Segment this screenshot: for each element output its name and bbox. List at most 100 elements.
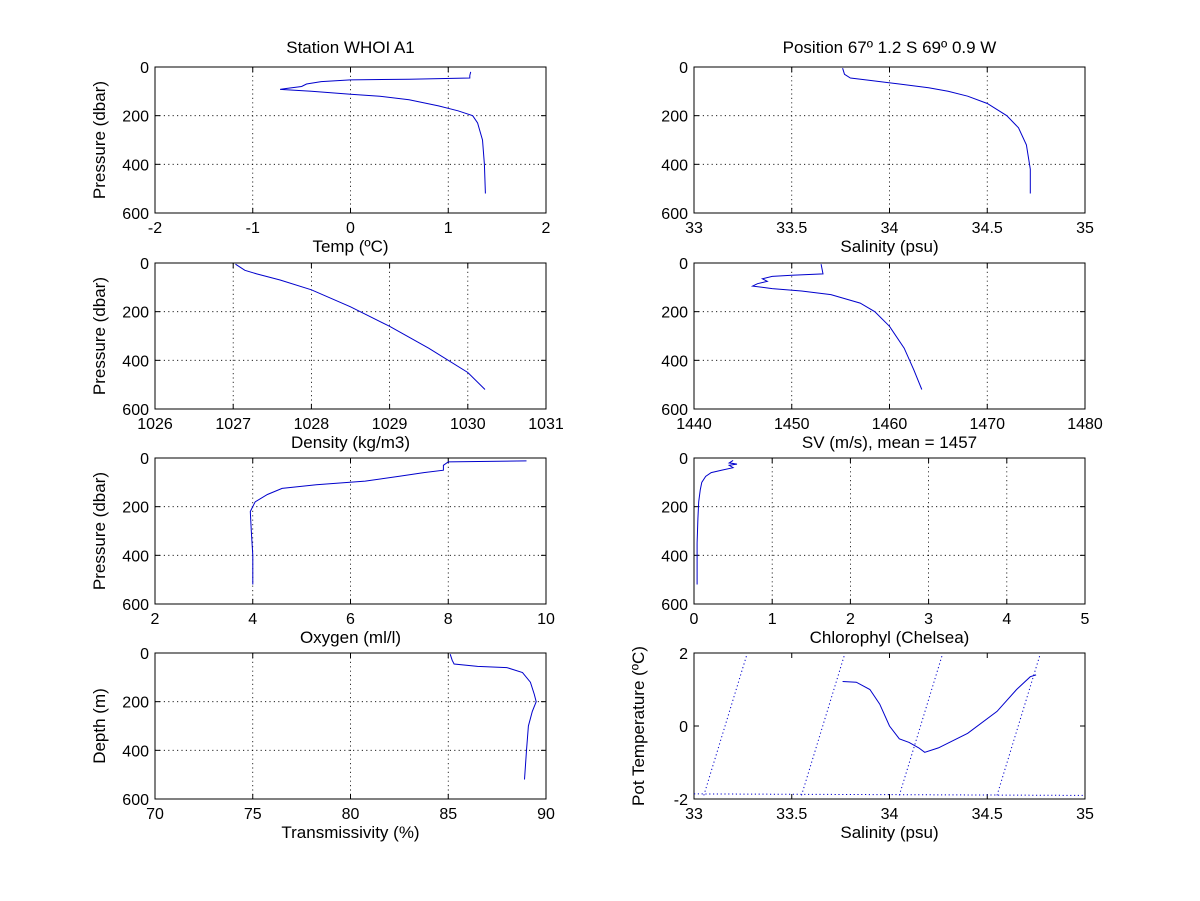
x-tick-label: 34.5	[972, 220, 1003, 237]
x-tick-label: 3	[924, 611, 933, 628]
x-tick-label: 1030	[450, 416, 486, 433]
y-tick-label: 0	[140, 646, 149, 663]
density-contour	[801, 654, 845, 796]
x-tick-label: 0	[346, 220, 355, 237]
y-tick-label: 0	[679, 256, 688, 273]
y-axis-label: Pressure (dbar)	[90, 472, 109, 590]
x-tick-label: 1027	[215, 416, 251, 433]
y-axis-label: Pressure (dbar)	[90, 277, 109, 395]
y-tick-label: 200	[661, 500, 688, 517]
y-tick-label: 600	[122, 792, 149, 809]
x-tick-label: 75	[244, 806, 262, 823]
x-axis-label: Temp (ºC)	[312, 237, 388, 256]
x-tick-label: -2	[148, 220, 162, 237]
y-axis-label: Pot Temperature (ºC)	[629, 646, 648, 806]
x-tick-label: 35	[1076, 220, 1094, 237]
x-tick-label: 10	[537, 611, 555, 628]
x-tick-label: 35	[1076, 806, 1094, 823]
profile-line	[449, 654, 537, 780]
profile-line	[696, 459, 738, 585]
panel-3: 1026 1027 1028 1029 1030 1031 0 200 400 600 Densit…	[90, 256, 564, 452]
x-axis-label: Density (kg/m3)	[291, 433, 410, 452]
panel-4: 1440 1450 1460 1470 1480 0 200 400 600 SV (m/s), …	[661, 256, 1103, 452]
panel-1: -2 -1 0 1 2 0 200 400 600 Station WHOI A1 Temp (ºC…	[90, 38, 551, 256]
x-tick-label: 1031	[528, 416, 564, 433]
density-contour	[898, 654, 943, 796]
x-tick-label: 34	[881, 220, 899, 237]
plot-frame	[693, 457, 1086, 605]
x-tick-label: 33.5	[776, 806, 807, 823]
y-tick-label: 600	[122, 597, 149, 614]
x-tick-label: 34.5	[972, 806, 1003, 823]
x-tick-label: 34	[881, 806, 899, 823]
y-tick-label: 600	[661, 402, 688, 419]
x-axis-label: Transmissivity (%)	[281, 823, 419, 842]
x-tick-label: 70	[146, 806, 164, 823]
y-tick-label: 0	[679, 60, 688, 77]
x-axis-label: Salinity (psu)	[840, 823, 938, 842]
x-tick-label: 33	[685, 806, 703, 823]
y-tick-label: 200	[122, 500, 149, 517]
x-tick-label: 4	[1002, 611, 1011, 628]
y-tick-label: 200	[122, 305, 149, 322]
y-tick-label: 400	[122, 157, 149, 174]
x-tick-label: 1028	[294, 416, 330, 433]
y-tick-label: 600	[122, 402, 149, 419]
x-tick-label: 2	[151, 611, 160, 628]
x-tick-label: 6	[346, 611, 355, 628]
chart-title: Station WHOI A1	[286, 38, 415, 57]
plot-frame	[154, 66, 547, 214]
x-axis-label: SV (m/s), mean = 1457	[802, 433, 977, 452]
x-tick-label: 1460	[872, 416, 908, 433]
x-tick-label: 1	[768, 611, 777, 628]
x-tick-label: -1	[246, 220, 260, 237]
panel-5: 2 4 6 8 10 0 200 400 600 Oxygen (ml/l) Pressure (d…	[90, 451, 555, 647]
y-tick-label: 600	[122, 206, 149, 223]
y-tick-label: 400	[661, 548, 688, 565]
y-axis-label: Depth (m)	[90, 688, 109, 764]
y-tick-label: 400	[122, 548, 149, 565]
x-axis-label: Oxygen (ml/l)	[300, 628, 401, 647]
density-contour	[996, 654, 1041, 796]
y-tick-label: -2	[674, 792, 688, 809]
x-axis-label: Chlorophyl (Chelsea)	[810, 628, 970, 647]
x-tick-label: 8	[444, 611, 453, 628]
profile-line	[750, 264, 923, 390]
y-tick-label: 400	[661, 353, 688, 370]
x-tick-label: 1440	[676, 416, 712, 433]
y-tick-label: 0	[140, 451, 149, 468]
profile-line	[842, 68, 1031, 194]
x-tick-label: 90	[537, 806, 555, 823]
x-tick-label: 1026	[137, 416, 173, 433]
x-tick-label: 5	[1081, 611, 1090, 628]
y-tick-label: 0	[140, 60, 149, 77]
x-tick-label: 4	[248, 611, 257, 628]
plot-frame	[693, 66, 1086, 214]
y-tick-label: 400	[122, 353, 149, 370]
profile-line	[842, 674, 1037, 753]
y-tick-label: 600	[661, 206, 688, 223]
y-tick-label: 0	[679, 719, 688, 736]
x-axis-label: Salinity (psu)	[840, 237, 938, 256]
x-tick-label: 2	[542, 220, 551, 237]
profile-line	[280, 71, 486, 194]
y-tick-label: 600	[661, 597, 688, 614]
x-tick-label: 1029	[372, 416, 408, 433]
profile-line	[235, 263, 486, 390]
y-tick-label: 200	[661, 305, 688, 322]
y-tick-label: 400	[122, 743, 149, 760]
x-tick-label: 33	[685, 220, 703, 237]
profile-line	[249, 460, 527, 585]
panel-8: 33 33.5 34 34.5 35 -2 0 2 Salinity (psu) Pot Temp…	[629, 646, 1094, 842]
x-tick-label: 2	[846, 611, 855, 628]
density-contour	[693, 793, 1086, 796]
panel-2: 33 33.5 34 34.5 35 0 200 400 600 Position 67º 1.2…	[661, 38, 1094, 256]
y-tick-label: 200	[122, 695, 149, 712]
panel-7: 70 75 80 85 90 0 200 400 600 Transmissivity (%) De…	[90, 646, 555, 842]
x-tick-label: 1480	[1067, 416, 1103, 433]
panel-6: 0 1 2 3 4 5 0 200 400 600 Chlorophyl (Chelsea)	[661, 451, 1089, 647]
x-tick-label: 0	[690, 611, 699, 628]
x-tick-label: 1470	[969, 416, 1005, 433]
plot-frame	[154, 262, 547, 410]
